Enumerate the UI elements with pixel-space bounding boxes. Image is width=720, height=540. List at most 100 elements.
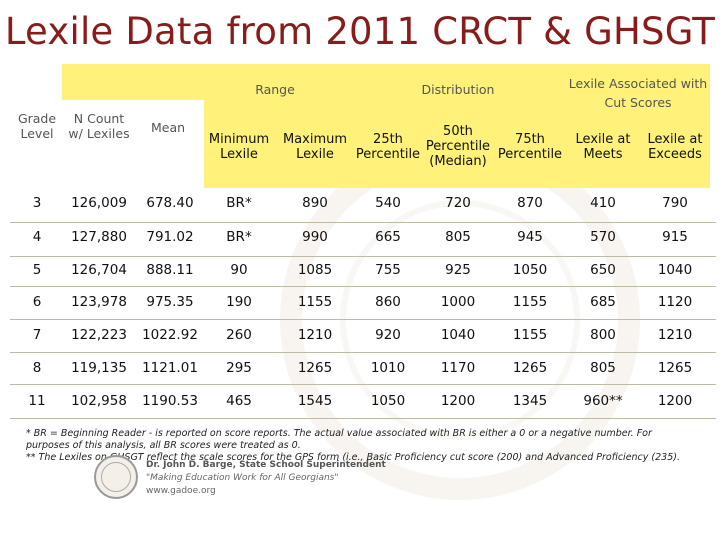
cell-grade: 3 — [32, 195, 42, 211]
cell-meets: 685 — [590, 294, 616, 310]
cell-exceeds: 1265 — [657, 360, 693, 376]
cell-mean: 888.11 — [146, 262, 194, 278]
cell-n-count: 102,958 — [71, 393, 127, 409]
cut-scores-group-header: Lexile Associated with Cut Scores — [568, 76, 708, 110]
cell-p25: 1010 — [370, 360, 406, 376]
cell-grade: 11 — [28, 393, 46, 409]
distribution-group-header: Distribution — [421, 82, 495, 97]
cell-mean: 1022.92 — [142, 327, 198, 343]
cell-maximum: 1265 — [297, 360, 333, 376]
p25-header: 25th Percentile — [355, 132, 421, 162]
cell-grade: 7 — [32, 327, 42, 343]
cell-p50: 925 — [445, 262, 471, 278]
cell-mean: 678.40 — [146, 195, 194, 211]
cell-grade: 6 — [32, 294, 42, 310]
grade-level-header: Grade Level — [17, 111, 57, 141]
cell-exceeds: 1200 — [657, 393, 693, 409]
footnote-br: * BR = Beginning Reader - is reported on… — [26, 428, 652, 439]
footer-motto: "Making Education Work for All Georgians… — [146, 473, 339, 483]
cell-p75: 1050 — [512, 262, 548, 278]
cell-maximum: 1155 — [297, 294, 333, 310]
cell-n-count: 119,135 — [71, 360, 127, 376]
cell-maximum: 1085 — [297, 262, 333, 278]
cell-p50: 1040 — [440, 327, 476, 343]
cell-minimum: 90 — [230, 262, 248, 278]
cell-minimum: BR* — [226, 229, 252, 245]
n-count-header: N Count w/ Lexiles — [68, 111, 130, 141]
row-divider — [10, 352, 716, 353]
cell-minimum: 295 — [226, 360, 252, 376]
cell-meets: 960** — [583, 393, 623, 409]
cell-p25: 1050 — [370, 393, 406, 409]
department-seal-logo — [94, 455, 138, 499]
page-title: Lexile Data from 2011 CRCT & GHSGT — [4, 10, 716, 53]
cell-meets: 805 — [590, 360, 616, 376]
cell-p25: 755 — [375, 262, 401, 278]
cell-exceeds: 1210 — [657, 327, 693, 343]
header-band-left — [62, 64, 204, 100]
lexile-exceeds-header: Lexile at Exceeds — [647, 132, 703, 162]
cell-maximum: 1545 — [297, 393, 333, 409]
cell-minimum: 190 — [226, 294, 252, 310]
cell-n-count: 127,880 — [71, 229, 127, 245]
cell-n-count: 126,009 — [71, 195, 127, 211]
cell-meets: 650 — [590, 262, 616, 278]
cell-meets: 800 — [590, 327, 616, 343]
p50-header: 50th Percentile (Median) — [425, 124, 491, 169]
p75-header: 75th Percentile — [497, 132, 563, 162]
cell-exceeds: 790 — [662, 195, 688, 211]
background-seal-watermark-inner — [340, 200, 580, 440]
cell-mean: 1190.53 — [142, 393, 198, 409]
cell-p25: 540 — [375, 195, 401, 211]
cell-p75: 870 — [517, 195, 543, 211]
cell-p50: 1000 — [440, 294, 476, 310]
cell-p75: 945 — [517, 229, 543, 245]
footnote-br-cont: purposes of this analysis, all BR scores… — [26, 440, 301, 451]
cell-meets: 410 — [590, 195, 616, 211]
minimum-lexile-header: Minimum Lexile — [208, 132, 270, 162]
cell-meets: 570 — [590, 229, 616, 245]
row-divider — [10, 286, 716, 287]
cell-grade: 5 — [32, 262, 42, 278]
cell-exceeds: 915 — [662, 229, 688, 245]
cell-p25: 665 — [375, 229, 401, 245]
cell-p50: 1170 — [440, 360, 476, 376]
cell-n-count: 122,223 — [71, 327, 127, 343]
cell-maximum: 1210 — [297, 327, 333, 343]
row-divider — [10, 384, 716, 385]
cell-mean: 1121.01 — [142, 360, 198, 376]
cell-grade: 4 — [32, 229, 42, 245]
cell-p25: 860 — [375, 294, 401, 310]
lexile-meets-header: Lexile at Meets — [575, 132, 631, 162]
cell-minimum: 260 — [226, 327, 252, 343]
header-band-main — [204, 64, 710, 188]
cell-mean: 791.02 — [146, 229, 194, 245]
cell-n-count: 126,704 — [71, 262, 127, 278]
cell-exceeds: 1120 — [657, 294, 693, 310]
row-divider — [10, 418, 716, 419]
cell-p75: 1155 — [512, 294, 548, 310]
row-divider — [10, 222, 716, 223]
cell-mean: 975.35 — [146, 294, 194, 310]
row-divider — [10, 319, 716, 320]
cell-minimum: 465 — [226, 393, 252, 409]
cell-minimum: BR* — [226, 195, 252, 211]
cell-p50: 805 — [445, 229, 471, 245]
superintendent-name: Dr. John D. Barge, State School Superint… — [146, 460, 386, 470]
cell-p75: 1155 — [512, 327, 548, 343]
cell-grade: 8 — [32, 360, 42, 376]
cell-maximum: 890 — [302, 195, 328, 211]
footnote-ghsgt: ** The Lexiles on GHSGT reflect the scal… — [26, 452, 680, 463]
mean-header: Mean — [150, 120, 186, 135]
row-divider — [10, 256, 716, 257]
cell-p75: 1265 — [512, 360, 548, 376]
cell-p75: 1345 — [512, 393, 548, 409]
footer-url-link[interactable]: www.gadoe.org — [146, 486, 216, 496]
cell-maximum: 990 — [302, 229, 328, 245]
maximum-lexile-header: Maximum Lexile — [282, 132, 348, 162]
cell-exceeds: 1040 — [657, 262, 693, 278]
cell-p50: 1200 — [440, 393, 476, 409]
range-group-header: Range — [255, 82, 295, 97]
cell-p50: 720 — [445, 195, 471, 211]
cell-p25: 920 — [375, 327, 401, 343]
